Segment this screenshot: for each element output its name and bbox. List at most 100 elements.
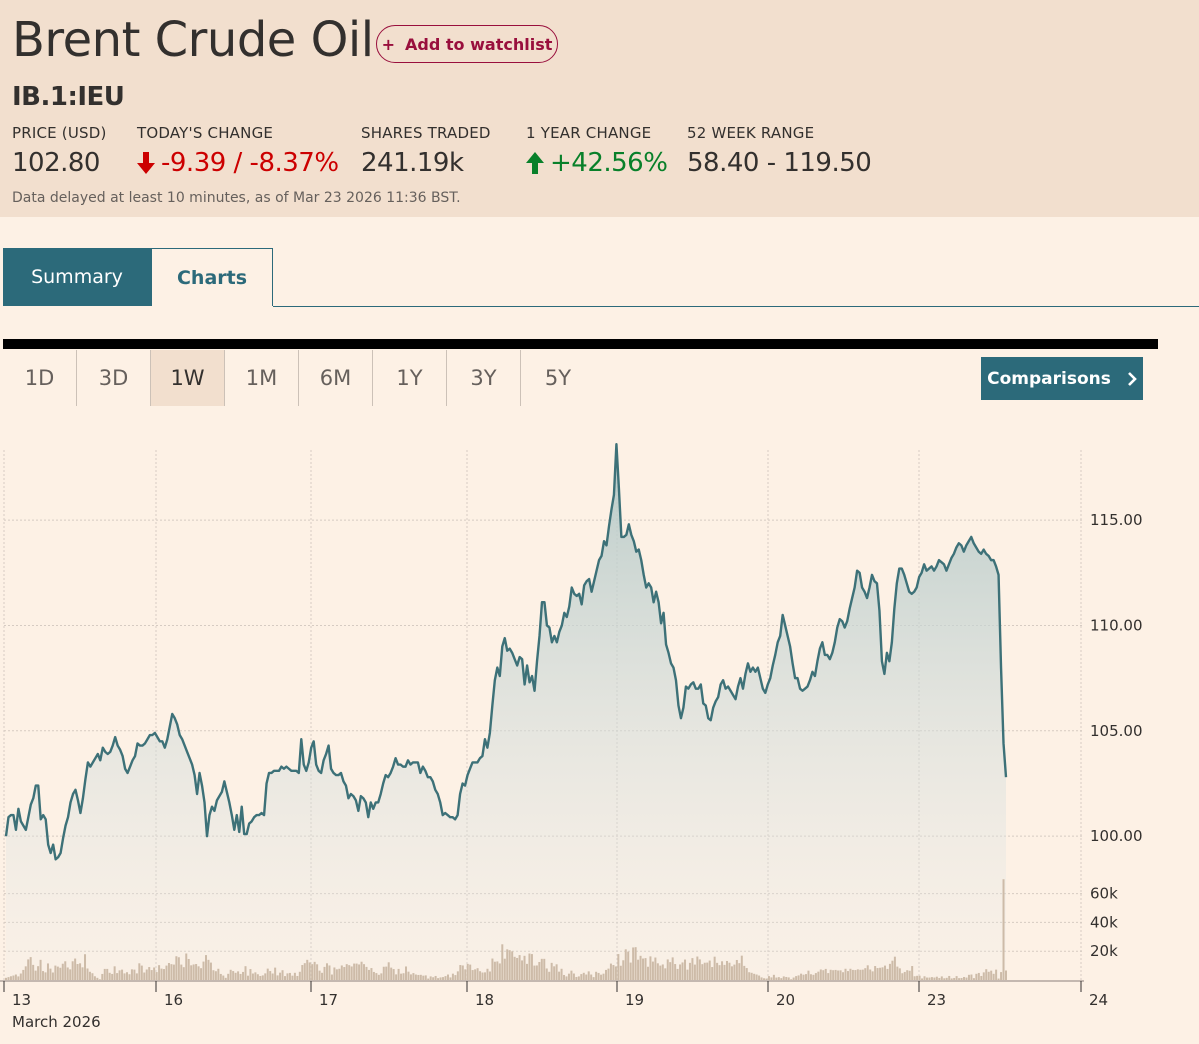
volume-bar bbox=[859, 969, 862, 980]
volume-bar bbox=[800, 973, 803, 980]
volume-bar bbox=[567, 973, 570, 980]
volume-bar bbox=[535, 965, 538, 980]
volume-bar bbox=[22, 969, 25, 980]
volume-bar bbox=[276, 975, 279, 980]
volume-bar bbox=[281, 970, 284, 980]
tab-charts[interactable]: Charts bbox=[151, 248, 273, 306]
volume-bar bbox=[239, 973, 242, 980]
volume-bar bbox=[669, 962, 672, 980]
volume-bar bbox=[602, 973, 605, 980]
comparisons-label: Comparisons bbox=[987, 368, 1111, 389]
volume-bar bbox=[353, 963, 356, 980]
volume-bar bbox=[795, 976, 798, 980]
range-button-1w[interactable]: 1W bbox=[151, 350, 225, 406]
volume-bar bbox=[128, 974, 131, 980]
volume-bar bbox=[318, 970, 321, 980]
tab-summary[interactable]: Summary bbox=[3, 248, 151, 306]
volume-bar bbox=[938, 977, 941, 980]
volume-bar bbox=[333, 967, 336, 980]
volume-bar bbox=[632, 947, 635, 980]
volume-bar bbox=[906, 970, 909, 980]
range-label: 52 WEEK RANGE bbox=[687, 124, 815, 142]
volume-bar bbox=[360, 961, 363, 980]
volume-bar bbox=[896, 966, 899, 980]
volume-bar bbox=[854, 970, 857, 980]
volume-bar bbox=[995, 969, 998, 980]
range-button-3d[interactable]: 3D bbox=[77, 350, 151, 406]
volume-bar bbox=[802, 974, 805, 980]
volume-bar bbox=[242, 971, 245, 980]
volume-bar bbox=[9, 976, 12, 980]
volume-bar bbox=[217, 968, 220, 980]
volume-bar bbox=[624, 949, 627, 980]
volume-bar bbox=[251, 973, 254, 980]
volume-bar bbox=[884, 965, 887, 980]
volume-bar bbox=[725, 960, 728, 980]
volume-bar bbox=[963, 976, 966, 980]
volume-bar bbox=[111, 973, 114, 980]
range-button-1m[interactable]: 1M bbox=[225, 350, 299, 406]
volume-bar bbox=[550, 962, 553, 980]
volume-bar bbox=[908, 970, 911, 980]
volume-bar bbox=[728, 962, 731, 980]
range-button-6m[interactable]: 6M bbox=[299, 350, 373, 406]
volume-bar bbox=[190, 965, 193, 980]
volume-bar bbox=[834, 969, 837, 980]
volume-bar bbox=[839, 970, 842, 980]
volume-bar bbox=[992, 973, 995, 980]
volume-bar bbox=[130, 969, 133, 980]
volume-bar bbox=[449, 977, 452, 980]
axis-ticks: 115.00 110.00 105.00 100.00 60k 40k 20k 13 16 17 1… bbox=[3, 511, 1143, 1009]
volume-bar bbox=[921, 978, 924, 980]
volume-bar bbox=[56, 966, 59, 980]
volume-bar bbox=[772, 974, 775, 980]
volume-bar bbox=[195, 964, 198, 980]
volume-bar bbox=[358, 964, 361, 980]
volume-bar bbox=[325, 963, 328, 980]
comparisons-button[interactable]: Comparisons bbox=[981, 357, 1143, 400]
plus-icon: + bbox=[381, 34, 396, 54]
volume-bar bbox=[503, 958, 506, 980]
volume-bar bbox=[693, 964, 696, 980]
volume-bar bbox=[400, 973, 403, 980]
shares-label: SHARES TRADED bbox=[361, 124, 491, 142]
range-button-1y[interactable]: 1Y bbox=[373, 350, 447, 406]
volume-bar bbox=[684, 959, 687, 980]
volume-bar bbox=[1002, 879, 1005, 980]
volume-bar bbox=[634, 947, 637, 980]
volume-bar bbox=[237, 971, 240, 980]
volume-bar bbox=[439, 977, 442, 980]
range-button-1d[interactable]: 1D bbox=[3, 350, 77, 406]
add-to-watchlist-button[interactable]: + Add to watchlist bbox=[376, 25, 558, 63]
volume-bar bbox=[350, 966, 353, 980]
volume-bar bbox=[279, 972, 282, 980]
volume-bar bbox=[456, 971, 459, 980]
volume-bar bbox=[163, 969, 166, 980]
volume-bar bbox=[701, 964, 704, 980]
volume-bar bbox=[745, 968, 748, 980]
volume-bar bbox=[34, 970, 37, 980]
volume-bar bbox=[644, 958, 647, 980]
volume-bar bbox=[143, 972, 146, 980]
volume-bar bbox=[686, 969, 689, 980]
arrow-down-icon bbox=[137, 152, 155, 174]
volume-bar bbox=[5, 977, 7, 980]
y-tick-label: 110.00 bbox=[1090, 616, 1143, 634]
volume-bar bbox=[212, 970, 215, 980]
stat-todays-change: TODAY'S CHANGE -9.39 / -8.37% bbox=[137, 124, 339, 178]
volume-bar bbox=[266, 968, 269, 980]
volume-bar bbox=[679, 964, 682, 980]
volume-bar bbox=[496, 961, 499, 980]
volume-bar bbox=[565, 976, 568, 980]
volume-bar bbox=[642, 958, 645, 980]
volume-bar bbox=[558, 971, 561, 980]
volume-bar bbox=[780, 978, 783, 980]
volume-bar bbox=[138, 963, 141, 980]
volume-tick-label: 20k bbox=[1090, 942, 1118, 960]
range-button-3y[interactable]: 3Y bbox=[447, 350, 521, 406]
volume-bar bbox=[172, 964, 175, 980]
volume-bar bbox=[24, 966, 27, 980]
range-button-5y[interactable]: 5Y bbox=[544, 366, 572, 390]
volume-bar bbox=[286, 973, 289, 980]
volume-bar bbox=[730, 966, 733, 980]
